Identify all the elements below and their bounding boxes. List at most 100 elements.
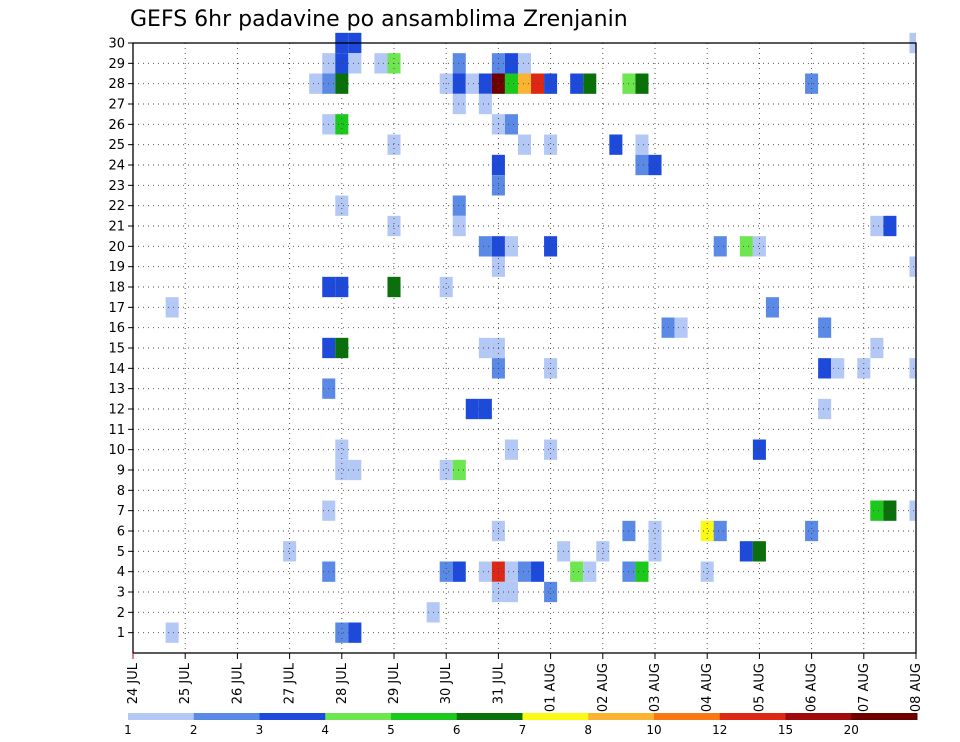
heatmap-cell (478, 73, 492, 94)
heatmap-cell (335, 114, 349, 135)
heatmap-cell (452, 561, 466, 582)
heatmap-cell (805, 520, 819, 542)
legend-swatch (259, 713, 326, 720)
legend-swatch (325, 713, 392, 720)
y-tick-label: 19 (108, 260, 125, 275)
heatmap-cell (335, 337, 349, 359)
heatmap-cell (909, 500, 916, 521)
heatmap-cell (452, 53, 466, 74)
heatmap-cell (517, 73, 532, 94)
heatmap-cell (648, 520, 662, 542)
heatmap-cell (570, 73, 584, 94)
heatmap-cell (700, 520, 714, 542)
y-tick-label: 13 (108, 382, 125, 397)
y-tick-label: 4 (117, 565, 125, 580)
x-tick-label: 07 AUG (857, 663, 872, 712)
y-tick-label: 5 (117, 545, 125, 560)
heatmap-cell (739, 236, 753, 257)
legend-level-label: 3 (256, 723, 264, 737)
heatmap-cell (648, 154, 662, 176)
heatmap-cell (635, 154, 649, 176)
x-tick-label: 26 JUL (230, 662, 245, 704)
heatmap-cell (531, 561, 545, 582)
heatmap-cell (452, 215, 466, 237)
y-tick-label: 18 (108, 281, 125, 296)
heatmap-cell (870, 215, 884, 237)
legend-level-label: 15 (778, 723, 793, 737)
heatmap-cell (870, 337, 884, 359)
x-tick-label: 29 JUL (387, 662, 402, 704)
legend-level-label: 20 (844, 723, 859, 737)
heatmap-cell (635, 561, 649, 582)
heatmap-cell (504, 114, 518, 135)
y-tick-label: 9 (117, 464, 125, 479)
heatmap-cell (387, 276, 401, 298)
heatmap-cell (570, 561, 584, 582)
heatmap-cell (517, 134, 532, 155)
heatmap-cell (439, 276, 453, 298)
heatmap-cell (504, 236, 518, 257)
legend-level-label: 8 (584, 723, 592, 737)
color-scale-legend: 1 2 3 4 5 6 7 8 10 12 15 20 (124, 713, 918, 737)
x-tick-label: 25 JUL (178, 662, 193, 704)
heatmap-cell (596, 541, 610, 562)
heatmap-cell (478, 398, 492, 420)
x-axis: 24 JUL 25 JUL 26 JUL 27 JUL 28 JUL 29 JUL 30 J… (126, 653, 924, 712)
heatmap-cell (609, 134, 623, 155)
heatmap-cell (374, 53, 388, 74)
heatmap-cell (818, 398, 832, 420)
x-tick-label: 04 AUG (700, 663, 715, 712)
y-tick-label: 12 (108, 403, 125, 418)
heatmap-cell (335, 439, 349, 460)
y-tick-label: 6 (117, 525, 125, 540)
y-tick-label: 26 (108, 118, 125, 133)
x-tick-label: 03 AUG (648, 663, 663, 712)
x-tick-label: 28 JUL (335, 662, 350, 704)
y-tick-label: 25 (108, 138, 125, 153)
heatmap-cell (544, 581, 558, 603)
heatmap-cell (713, 236, 727, 257)
y-tick-label: 27 (108, 98, 125, 113)
heatmap-cell (387, 134, 401, 155)
heatmap-cell (478, 236, 492, 257)
legend-level-label: 10 (646, 723, 661, 737)
heatmap-cell (635, 134, 649, 155)
legend-level-label: 5 (387, 723, 395, 737)
y-tick-label: 28 (108, 77, 125, 92)
legend-level-label: 12 (712, 723, 727, 737)
heatmap-cell (635, 73, 649, 94)
heatmap-cell (452, 195, 466, 216)
legend-swatch (785, 713, 852, 720)
heatmap-cell (831, 358, 845, 379)
legend-level-label: 1 (124, 723, 132, 737)
heatmap-cell (583, 73, 597, 94)
heatmap-cell (504, 581, 518, 603)
y-tick-label: 15 (108, 342, 125, 357)
x-tick-label: 06 AUG (805, 663, 820, 712)
heatmap-cell (478, 337, 492, 359)
heatmap-cell (387, 215, 401, 237)
y-tick-label: 20 (108, 240, 125, 255)
heatmap-cell (165, 622, 179, 643)
heatmap-cell (504, 73, 518, 94)
heatmap-cell (713, 520, 727, 542)
chart-title: GEFS 6hr padavine po ansamblima Zrenjani… (130, 7, 628, 32)
heatmap-cell (309, 73, 323, 94)
y-tick-label: 21 (108, 220, 125, 235)
heatmap-cell (818, 358, 832, 379)
y-tick-label: 23 (108, 179, 125, 194)
heatmap-cell (544, 439, 558, 460)
heatmap-cell (700, 561, 714, 582)
legend-level-label: 6 (453, 723, 461, 737)
heatmap-cell (818, 317, 832, 338)
heatmap-cell (335, 622, 349, 643)
legend-swatch (193, 713, 260, 720)
legend-swatch (719, 713, 786, 720)
legend-swatch (654, 713, 721, 720)
heatmap-cell (348, 459, 362, 481)
heatmap-cell (517, 53, 532, 74)
heatmap-cell (439, 561, 453, 582)
y-tick-label: 17 (108, 301, 125, 316)
y-tick-label: 30 (108, 37, 125, 52)
